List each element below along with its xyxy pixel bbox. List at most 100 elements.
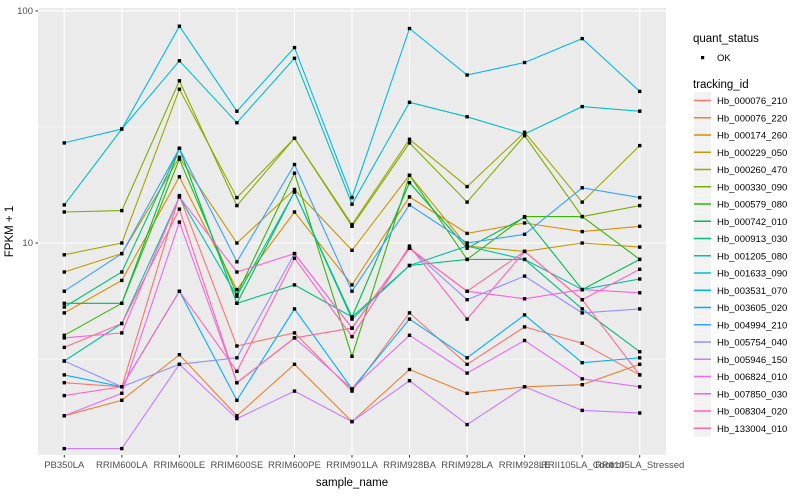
legend-item-Hb_003605_020: Hb_003605_020 <box>694 299 787 316</box>
data-point <box>177 362 182 366</box>
data-point <box>177 175 182 179</box>
data-point <box>350 334 354 339</box>
y-tick-label: 100 <box>17 6 33 17</box>
x-tick-label: PB350LA <box>44 460 85 471</box>
data-point <box>638 307 642 311</box>
data-point <box>62 393 66 398</box>
data-point <box>292 307 297 311</box>
data-point <box>580 311 584 315</box>
legend-quant-status-title: quant_status <box>693 33 759 45</box>
legend-item-label: Hb_000913_030 <box>717 234 787 245</box>
data-point <box>638 385 642 389</box>
ok-point-icon <box>701 56 705 60</box>
data-point <box>292 187 297 192</box>
data-point <box>62 359 66 363</box>
data-point <box>638 291 642 295</box>
data-point <box>522 249 527 254</box>
data-point <box>580 298 584 302</box>
data-point <box>407 246 412 250</box>
data-point <box>62 311 66 315</box>
data-point <box>350 289 354 293</box>
data-point <box>522 221 527 225</box>
data-point <box>292 283 297 287</box>
data-point <box>62 333 66 337</box>
data-point <box>350 419 354 424</box>
data-point <box>407 311 412 315</box>
legend-item-Hb_000330_090: Hb_000330_090 <box>694 178 787 196</box>
data-point <box>235 294 239 298</box>
legend-item-Hb_004994_210: Hb_004994_210 <box>694 316 787 334</box>
data-point <box>292 136 297 140</box>
data-point <box>465 241 469 245</box>
data-point <box>465 200 469 204</box>
data-point <box>465 422 469 427</box>
legend-item-label: Hb_000742_010 <box>717 217 787 228</box>
data-point <box>177 157 182 161</box>
legend-item-label: Hb_003531_070 <box>717 286 787 297</box>
data-point <box>120 398 124 402</box>
data-point <box>292 210 297 214</box>
data-point <box>235 344 239 348</box>
data-point <box>62 381 66 385</box>
legend-item-label: Hb_003605_020 <box>717 303 787 314</box>
legend-item-label: Hb_000076_210 <box>717 96 787 107</box>
data-point <box>292 256 297 260</box>
legend-item-Hb_000742_010: Hb_000742_010 <box>694 212 787 230</box>
legend-item-label: Hb_001205_080 <box>717 251 787 262</box>
data-point <box>407 317 412 321</box>
data-point <box>638 109 642 113</box>
data-point <box>235 121 239 125</box>
data-point <box>580 104 584 109</box>
legend-item-label: Hb_000579_080 <box>717 200 787 211</box>
x-tick-label: RRIM600PE <box>268 460 321 471</box>
data-point <box>235 109 239 113</box>
data-point <box>120 127 124 131</box>
data-point <box>235 416 239 421</box>
data-point <box>465 371 469 375</box>
data-point <box>350 389 354 393</box>
data-point <box>235 398 239 402</box>
data-point <box>638 411 642 415</box>
data-point <box>465 246 469 250</box>
data-point <box>407 173 412 177</box>
data-point <box>407 26 412 31</box>
data-point <box>62 305 66 309</box>
x-tick-label: RRIM600SE <box>211 460 264 471</box>
data-point <box>638 89 642 94</box>
data-point <box>638 373 642 377</box>
data-point <box>580 377 584 381</box>
data-point <box>177 220 182 224</box>
data-point <box>580 229 584 234</box>
legend-item-Hb_000076_220: Hb_000076_220 <box>694 109 787 127</box>
data-point <box>350 315 354 319</box>
data-point <box>465 257 469 262</box>
data-point <box>120 321 124 326</box>
data-point <box>62 289 66 293</box>
data-point <box>120 301 124 305</box>
data-point <box>350 387 354 391</box>
legend-ok-label: OK <box>717 53 731 64</box>
data-point <box>407 137 412 141</box>
data-point <box>350 354 354 358</box>
data-point <box>465 317 469 321</box>
data-point <box>465 362 469 366</box>
data-point <box>62 210 66 214</box>
data-point <box>407 100 412 104</box>
legend-item-label: Hb_004994_210 <box>717 320 787 331</box>
legend-item-Hb_006824_010: Hb_006824_010 <box>694 368 787 385</box>
legend-item-Hb_005946_150: Hb_005946_150 <box>694 350 787 368</box>
legend-item-label: Hb_008304_020 <box>717 407 787 418</box>
x-tick-label: RRII105LA_Control <box>541 460 623 471</box>
data-point <box>407 379 412 383</box>
data-point <box>638 362 642 366</box>
data-point <box>465 356 469 360</box>
data-point <box>465 289 469 293</box>
data-point <box>62 253 66 257</box>
data-point <box>120 391 124 395</box>
data-point <box>407 203 412 207</box>
data-point <box>177 195 182 199</box>
data-point <box>62 414 66 418</box>
x-axis-title: sample_name <box>316 477 388 489</box>
data-point <box>292 251 297 256</box>
